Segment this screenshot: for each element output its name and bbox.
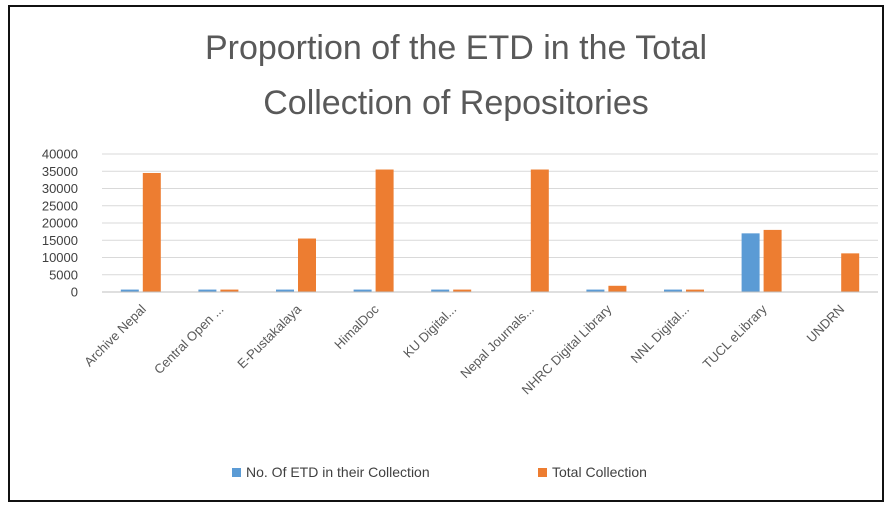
bar-total (530, 169, 549, 292)
y-tick-label: 20000 (42, 216, 78, 231)
x-category-label: UNDRN (804, 302, 848, 346)
chart-title-line: Proportion of the ETD in the Total (205, 29, 707, 67)
chart-title: Proportion of the ETD in the Total Collec… (205, 29, 707, 122)
y-tick-label: 10000 (42, 250, 78, 265)
bar-etd (431, 289, 450, 292)
bar-etd (120, 289, 139, 292)
bar-total (375, 169, 394, 292)
x-category-label: TUCL eLibrary (700, 301, 770, 371)
y-tick-label: 25000 (42, 198, 78, 213)
bar-etd (586, 289, 605, 292)
bar-etd (198, 289, 217, 292)
y-tick-label: 40000 (42, 147, 78, 162)
y-tick-label: 0 (71, 285, 78, 300)
x-category-label: Central Open ... (151, 302, 227, 378)
bar-total (298, 238, 316, 292)
y-tick-label: 35000 (42, 164, 78, 179)
chart-frame: Proportion of the ETD in the Total Collec… (8, 5, 884, 502)
bar-etd (741, 233, 760, 292)
bar-total (686, 289, 704, 292)
y-tick-label: 5000 (49, 267, 78, 282)
x-axis-labels: Archive Nepal Central Open ... E-Pustakala… (81, 301, 847, 397)
bar-total (453, 289, 472, 292)
y-axis-ticks: 40000 35000 30000 25000 20000 15000 10000 5000 0 (42, 147, 78, 300)
bar-etd (276, 289, 294, 292)
legend: No. Of ETD in their Collection Total Coll… (232, 464, 647, 480)
bar-etd (664, 289, 682, 292)
bar-total (220, 289, 239, 292)
chart-title-line: Collection of Repositories (263, 84, 649, 122)
legend-label: No. Of ETD in their Collection (246, 464, 430, 480)
gridlines (102, 153, 878, 293)
bar-total (841, 253, 860, 292)
legend-label: Total Collection (552, 464, 647, 480)
x-category-label: Nepal Journals... (457, 302, 537, 382)
y-tick-label: 15000 (42, 233, 78, 248)
bar-total (608, 285, 627, 292)
y-tick-label: 30000 (42, 181, 78, 196)
x-category-label: HimalDoc (331, 301, 382, 352)
legend-swatch-etd (232, 468, 241, 477)
bar-etd (353, 289, 372, 292)
bar-total (763, 229, 782, 292)
bar-total (142, 172, 161, 292)
x-category-label: E-Pustakalaya (234, 301, 304, 371)
bars (120, 169, 860, 292)
x-category-label: Archive Nepal (81, 301, 149, 369)
bar-chart: Proportion of the ETD in the Total Collec… (42, 29, 878, 480)
x-category-label: NNL Digital... (628, 302, 692, 366)
x-category-label: KU Digital... (400, 302, 459, 361)
legend-swatch-total (538, 468, 547, 477)
